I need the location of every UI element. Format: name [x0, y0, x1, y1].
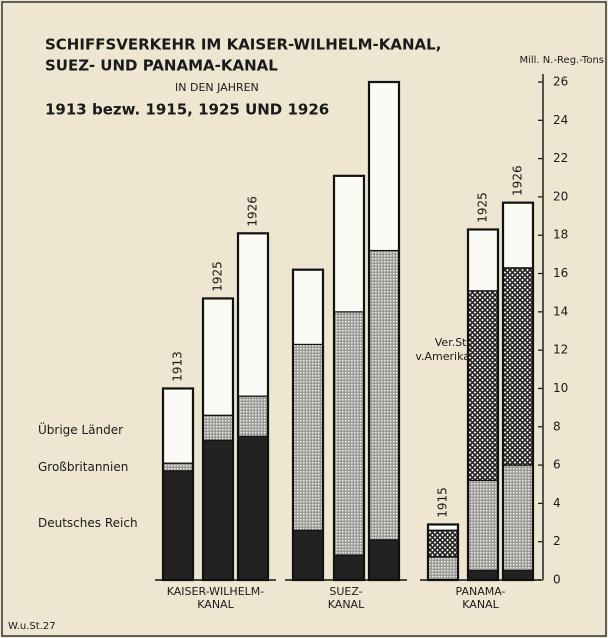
bar-segment: [237, 232, 269, 397]
bar-segment: [467, 290, 499, 481]
bar-segment: [368, 249, 400, 541]
bar-segment: [368, 539, 400, 581]
bar-year-label: 1926: [246, 196, 260, 227]
y-axis-label: Mill. N.-Reg.-Tons: [519, 55, 604, 66]
bar-segment: [502, 202, 534, 269]
bar-year-label: 1915: [436, 487, 450, 518]
bar-segment: [427, 556, 459, 581]
group-label: KAISER-WILHELM- KANAL: [166, 585, 265, 611]
bar-segment: [292, 343, 324, 531]
bar-segment: [467, 479, 499, 572]
legend-label: Ver.St. v.Amerika: [415, 336, 470, 363]
bar-segment: [237, 435, 269, 581]
bar-year-label: 1913: [171, 351, 185, 382]
bar-segment: [292, 269, 324, 346]
bar-segment: [467, 569, 499, 581]
bar-year-label: 1925: [476, 192, 490, 223]
bar-segment: [202, 297, 234, 416]
bar-segment: [333, 554, 365, 581]
y-tick-label: 20: [553, 189, 568, 203]
bar-segment: [502, 464, 534, 572]
bar-segment: [292, 529, 324, 581]
bar-segment: [162, 387, 194, 464]
bar-segment: [467, 228, 499, 292]
legend-label: Übrige Länder: [38, 423, 124, 437]
y-tick-label: 6: [553, 458, 561, 472]
bar-segment: [237, 395, 269, 437]
title-2: SUEZ- UND PANAMA-KANAL: [45, 57, 278, 75]
group-label: PANAMA- KANAL: [455, 585, 506, 611]
subtitle-2: 1913 bezw. 1915, 1925 UND 1926: [45, 101, 329, 119]
bar-segment: [368, 81, 400, 252]
y-tick-label: 0: [553, 573, 561, 587]
bar-year-label: 1926: [511, 165, 525, 196]
y-tick-label: 12: [553, 343, 568, 357]
y-tick-label: 24: [553, 113, 568, 127]
y-tick-label: 14: [553, 304, 568, 318]
subtitle: IN DEN JAHREN: [175, 81, 259, 94]
bar-segment: [202, 414, 234, 441]
bar-segment: [162, 462, 194, 472]
y-tick-label: 2: [553, 534, 561, 548]
bar-segment: [427, 529, 459, 558]
group-label: SUEZ- KANAL: [327, 585, 365, 611]
y-tick-label: 22: [553, 151, 568, 165]
y-tick-label: 26: [553, 75, 568, 89]
title: SCHIFFSVERKEHR IM KAISER-WILHELM-KANAL,: [45, 36, 441, 54]
legend-label: Deutsches Reich: [38, 516, 138, 530]
bar-segment: [333, 175, 365, 313]
y-tick-label: 4: [553, 496, 561, 510]
bar-segment: [502, 267, 534, 466]
bar-segment: [502, 569, 534, 581]
y-tick-label: 8: [553, 419, 561, 433]
legend-label: Großbritannien: [38, 460, 129, 474]
bar-segment: [333, 311, 365, 556]
y-tick-label: 16: [553, 266, 568, 280]
y-tick-label: 10: [553, 381, 568, 395]
y-tick-label: 18: [553, 228, 568, 242]
footer: W.u.St.27: [8, 621, 56, 632]
bar-year-label: 1925: [211, 261, 225, 292]
bar-segment: [162, 470, 194, 581]
bar-segment: [202, 439, 234, 581]
